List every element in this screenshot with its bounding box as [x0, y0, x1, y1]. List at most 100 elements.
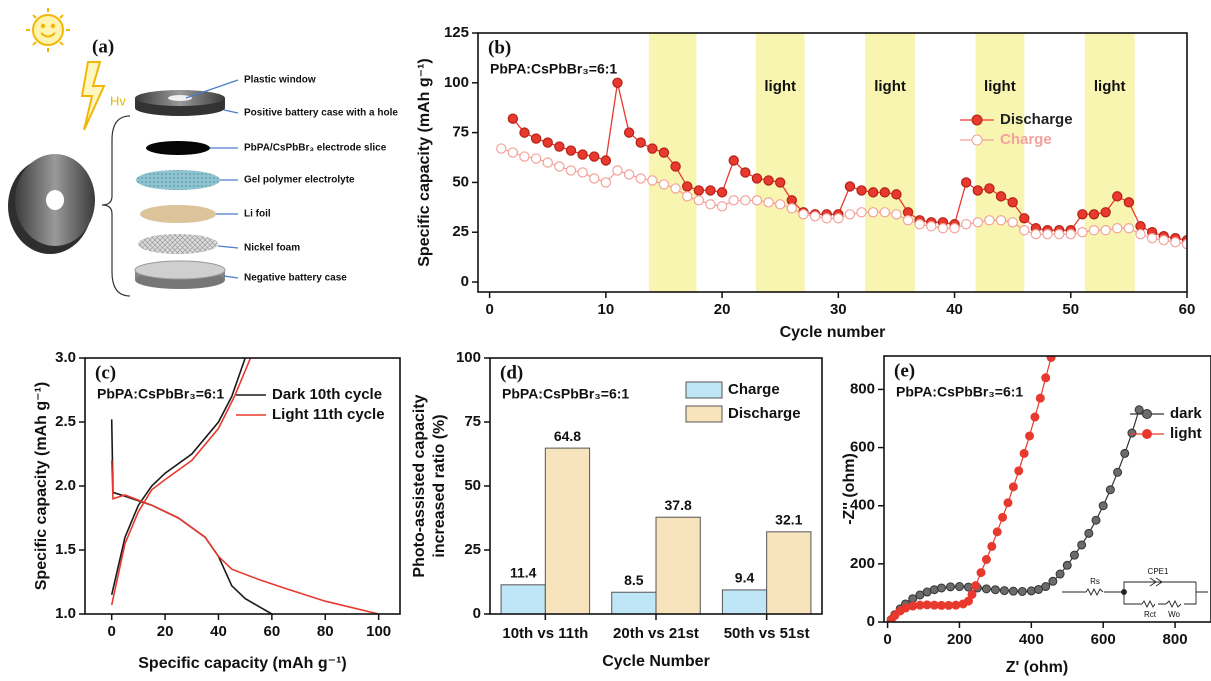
legend-label: Discharge	[1000, 111, 1073, 128]
point	[995, 191, 1007, 202]
y-tick-label: 2.5	[55, 413, 76, 430]
point	[981, 554, 991, 564]
band-label: light	[1094, 78, 1126, 95]
point	[1014, 466, 1024, 476]
x-tick-label: 600	[1091, 631, 1116, 648]
point	[867, 187, 879, 198]
point	[879, 207, 891, 218]
point	[891, 189, 902, 200]
panel-label: (a)	[92, 36, 114, 57]
legend-label: light	[1170, 425, 1202, 442]
point	[1008, 482, 1018, 492]
y-tick-label: 100	[444, 74, 469, 91]
components	[134, 90, 226, 289]
point	[1062, 560, 1072, 570]
point	[705, 199, 716, 210]
resistor	[1085, 587, 1104, 597]
value-label: 32.1	[775, 512, 802, 528]
highlight-band	[865, 33, 916, 292]
point	[786, 203, 798, 214]
y-tick-label: 50	[464, 477, 481, 494]
point	[1019, 225, 1030, 236]
point	[960, 177, 972, 188]
point	[1112, 191, 1123, 202]
bar	[611, 591, 657, 614]
point	[809, 211, 821, 222]
point	[981, 584, 991, 594]
warburg	[1165, 599, 1182, 609]
point	[967, 589, 977, 599]
point	[963, 582, 973, 592]
y-tick-label: 200	[850, 555, 875, 572]
point	[1077, 227, 1088, 238]
point	[1025, 431, 1035, 441]
highlight-band	[755, 33, 805, 292]
x-tick-label: 60	[264, 623, 281, 640]
point	[879, 187, 891, 198]
point	[972, 217, 983, 228]
panel-annotation: PbPA:CsPbBr₃=6:1	[896, 384, 1023, 400]
x-tick-label: 50th vs 51st	[724, 625, 810, 642]
point	[1088, 225, 1100, 236]
point	[658, 147, 670, 158]
point	[891, 209, 902, 220]
legend-label: Light 11th cycle	[272, 406, 385, 423]
point	[623, 169, 635, 180]
point	[937, 223, 949, 234]
point	[1053, 229, 1065, 240]
point	[612, 77, 623, 89]
point	[635, 137, 646, 148]
point	[1113, 467, 1123, 477]
point	[1048, 576, 1058, 586]
inset-label: Rct	[1144, 610, 1157, 619]
component-label: Gel polymer electrolyte	[244, 175, 355, 186]
component-label: Li foil	[244, 209, 271, 220]
axis-frame	[477, 32, 1188, 293]
point	[682, 181, 693, 192]
y-tick-label: 2.0	[55, 477, 76, 494]
point	[728, 155, 739, 166]
bar	[655, 516, 701, 614]
x-tick-label: 80	[317, 623, 334, 640]
point	[740, 195, 751, 206]
bar	[766, 531, 812, 614]
point	[751, 173, 763, 184]
point	[600, 155, 612, 166]
point	[1008, 586, 1018, 596]
legend-swatch	[685, 381, 723, 399]
circuit-wire	[1062, 581, 1208, 605]
plot-area	[110, 358, 379, 614]
node	[1121, 589, 1127, 595]
point	[984, 215, 995, 226]
band-label: light	[764, 78, 796, 95]
inset-label: CPE1	[1148, 567, 1169, 576]
x-tick-label: 0	[883, 631, 891, 648]
legend-label: Discharge	[728, 405, 801, 422]
point	[682, 191, 693, 202]
point	[1007, 197, 1018, 208]
point	[751, 195, 763, 206]
point	[554, 141, 565, 152]
y-tick-label: 0	[473, 605, 481, 622]
bar	[500, 584, 546, 614]
plot-area	[496, 33, 1187, 292]
point	[936, 583, 946, 593]
highlight-band	[975, 33, 1025, 292]
point	[705, 185, 716, 196]
point	[1030, 229, 1042, 240]
point	[1127, 428, 1137, 438]
circuit-inset	[1062, 577, 1208, 609]
y-tick-label: 100	[456, 349, 481, 366]
x-axis-title: Cycle number	[780, 324, 886, 341]
y-axis-title: increased ratio (%)	[431, 414, 448, 557]
point	[1105, 485, 1115, 495]
point	[998, 512, 1008, 522]
x-tick-label: 30	[830, 301, 847, 318]
curve	[110, 358, 246, 595]
chart: 0 25 50 75 100 Cycle Number Photo-assisted cap…	[411, 349, 823, 670]
point	[1046, 356, 1056, 362]
point	[1123, 197, 1135, 208]
point	[833, 213, 844, 224]
plot-area	[886, 356, 1144, 622]
